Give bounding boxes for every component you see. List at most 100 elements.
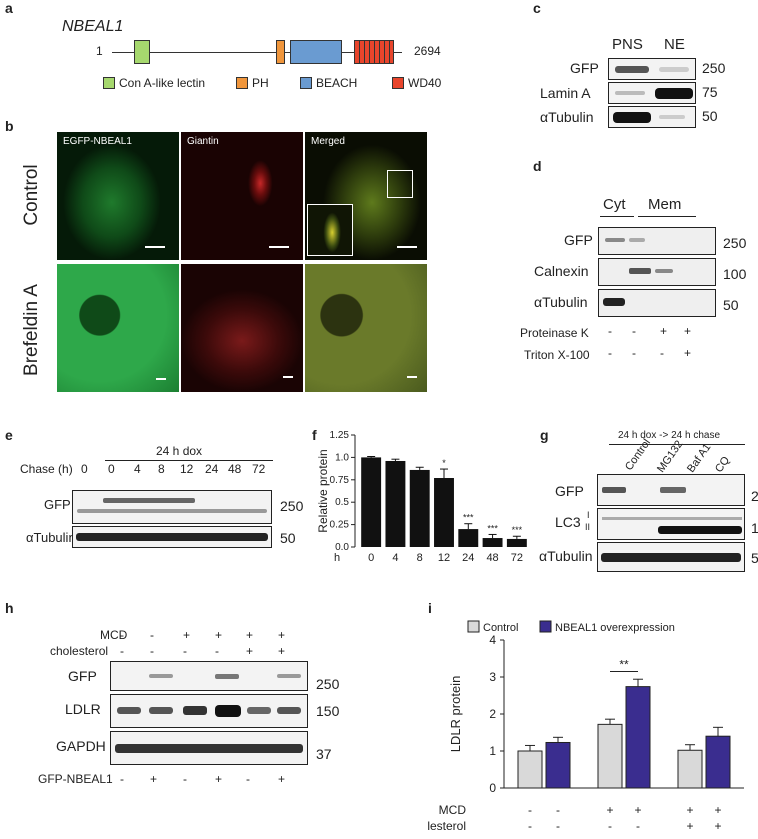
- panel-label-e: e: [5, 427, 13, 443]
- band: [215, 705, 241, 717]
- mw-marker: 100: [723, 266, 747, 282]
- y-tick-label: 0.5: [335, 497, 349, 508]
- condition-label: cholesterol: [428, 819, 466, 833]
- x-tick-label: 12: [438, 552, 450, 564]
- blot-row-label: αTubulin: [26, 530, 76, 545]
- condition-sign: -: [556, 819, 560, 833]
- treatment-label: cholesterol: [50, 644, 109, 658]
- mw-marker: 37: [316, 746, 332, 762]
- protein-start: 1: [96, 44, 103, 58]
- condition-sign: +: [686, 803, 693, 817]
- domain-ph: [276, 40, 285, 64]
- lane-group-underline: [638, 216, 696, 217]
- treatment-sign: -: [632, 324, 636, 338]
- bar: [545, 741, 571, 789]
- bar: [506, 538, 527, 547]
- domain-con-a-lectin: [134, 40, 150, 64]
- panel-g-blot: 24 h dox -> 24 h chase Control MG132 Baf…: [539, 430, 758, 590]
- treatment-sign: +: [660, 324, 668, 338]
- domain-wd40: [354, 40, 394, 64]
- mw-marker: 75: [702, 84, 718, 100]
- panel-a-domain-diagram: NBEAL1 1 2694 Con A-like lectin PH BEACH…: [0, 0, 520, 100]
- band: [115, 744, 303, 753]
- dox-header: 24 h dox: [156, 444, 203, 458]
- scale-bar: [283, 376, 293, 378]
- condition-sign: +: [686, 819, 693, 833]
- x-tick-label: 24: [462, 552, 474, 564]
- mw-marker: 50: [751, 550, 758, 566]
- condition-sign: -: [556, 803, 560, 817]
- blot-row-label: LC3: [555, 514, 581, 530]
- bar: [482, 538, 503, 547]
- blot-strip-gfp: [72, 490, 272, 524]
- blot-row-label: GFP: [68, 668, 97, 684]
- y-axis-title: Relative protein: [316, 449, 330, 532]
- band: [655, 269, 673, 273]
- legend-swatch-ph: [236, 77, 248, 89]
- significance-marker: ***: [463, 513, 474, 523]
- chase-time-label: 0: [108, 462, 115, 476]
- band: [613, 112, 651, 123]
- panel-label-a: a: [5, 0, 13, 16]
- treatment-sign: -: [120, 644, 124, 658]
- gfp-nbeal1-label: GFP-NBEAL1: [38, 772, 113, 786]
- significance-marker: **: [619, 657, 629, 671]
- panel-i-chart: Control NBEAL1 overexpression 0 1 2 3 4 LDLR pr…: [428, 620, 744, 833]
- blot-row-label: GFP: [564, 232, 593, 248]
- treatment-sign: -: [660, 346, 664, 360]
- row-label-control: Control: [21, 164, 42, 226]
- column-label-egfp-nbeal1: EGFP-NBEAL1: [63, 136, 132, 147]
- image-control-egfp: EGFP-NBEAL1: [57, 132, 179, 260]
- chase-time-label: 24: [205, 462, 219, 476]
- x-tick-label: 0: [368, 552, 374, 564]
- lane-label-ne: NE: [664, 36, 685, 53]
- band: [103, 498, 195, 503]
- bar: [597, 723, 623, 789]
- y-tick-label: 0.25: [330, 520, 350, 531]
- legend-label: NBEAL1 overexpression: [555, 622, 675, 634]
- blot-strip-atubulin: [598, 289, 716, 317]
- legend-label-wd40: WD40: [408, 76, 442, 90]
- lane-label-pns: PNS: [612, 36, 643, 53]
- lane-label: Control: [623, 436, 654, 473]
- chase-time-label: 0: [81, 462, 88, 476]
- legend-swatch: [467, 620, 480, 633]
- bar: [677, 749, 703, 789]
- blot-row-label: Calnexin: [534, 263, 589, 279]
- chase-time-label: 12: [180, 462, 194, 476]
- band: [149, 674, 173, 678]
- treatment-sign: -: [150, 628, 154, 642]
- panel-label-g: g: [540, 427, 549, 443]
- band: [247, 707, 271, 714]
- x-tick-label: 4: [392, 552, 398, 564]
- mw-marker: 250: [316, 676, 340, 692]
- legend-label-con-a: Con A-like lectin: [119, 76, 206, 90]
- treatment-sign: -: [632, 346, 636, 360]
- blot-strip-lc3: [597, 508, 745, 540]
- protein-backbone-line: [112, 52, 402, 53]
- condition-sign: +: [714, 819, 721, 833]
- blot-row-label: αTubulin: [534, 294, 588, 310]
- image-brefeldin-giantin: [181, 264, 303, 392]
- band: [277, 674, 301, 678]
- condition-sign: -: [636, 819, 640, 833]
- blot-row-label: GFP: [44, 497, 71, 512]
- y-axis-title: LDLR protein: [448, 676, 463, 753]
- blot-row-label: GFP: [555, 483, 584, 499]
- dox-header-line: [105, 460, 273, 461]
- band: [629, 268, 651, 274]
- legend-swatch-beach: [300, 77, 312, 89]
- gfp-nbeal1-sign: -: [246, 772, 250, 786]
- image-brefeldin-egfp: [57, 264, 179, 392]
- x-tick-label: 72: [511, 552, 523, 564]
- lane-group-mem: Mem: [648, 196, 682, 213]
- legend-label: Control: [483, 622, 518, 634]
- scale-bar: [145, 246, 165, 248]
- row-label-brefeldin-a: Brefeldin A: [21, 284, 42, 376]
- column-label-merged: Merged: [311, 136, 345, 147]
- legend-label-beach: BEACH: [316, 76, 358, 90]
- image-brefeldin-merged: [305, 264, 427, 392]
- band: [615, 91, 645, 95]
- treatment-sign: -: [183, 644, 187, 658]
- panel-label-i: i: [428, 600, 432, 616]
